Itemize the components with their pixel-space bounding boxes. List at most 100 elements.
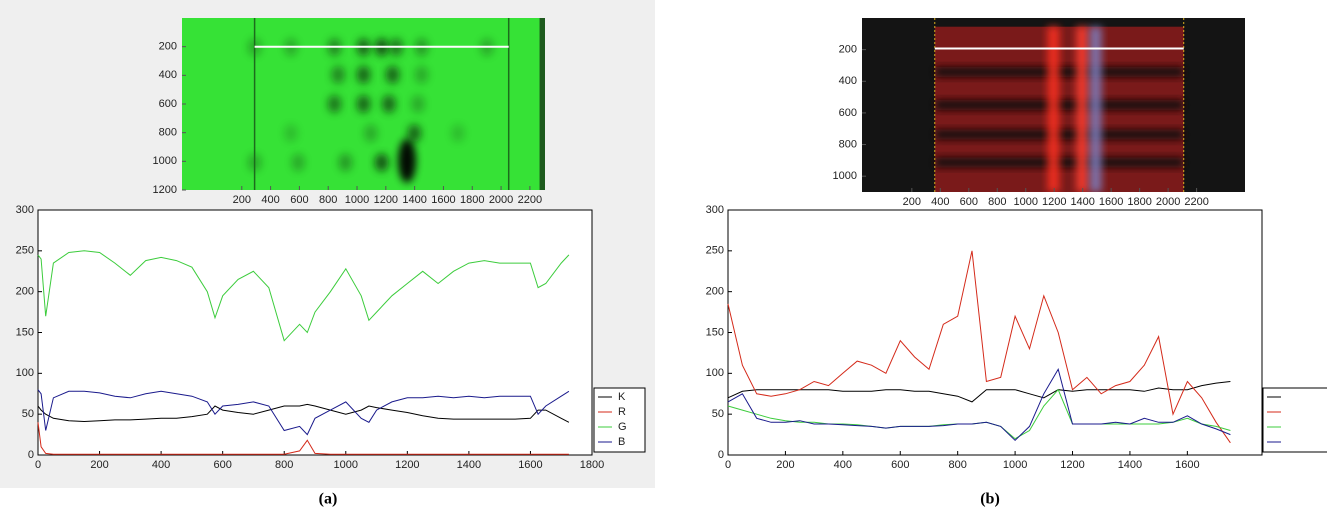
band: [411, 95, 425, 113]
y-tick-label: 50: [712, 408, 724, 420]
x-tick-label: 1600: [1099, 196, 1123, 208]
band: [1048, 27, 1060, 192]
x-tick-label: 200: [233, 194, 251, 206]
y-tick-label: 400: [839, 75, 857, 87]
y-tick-label: 150: [16, 326, 34, 338]
y-tick-label: 50: [22, 408, 34, 420]
band: [331, 66, 345, 84]
x-tick-label: 2000: [1156, 196, 1180, 208]
band: [382, 95, 396, 113]
caption: (a): [319, 491, 338, 508]
band: [357, 95, 371, 113]
legend-label: G: [618, 421, 627, 433]
y-tick-label: 1200: [153, 184, 177, 196]
x-tick-label: 600: [213, 459, 231, 471]
x-tick-label: 1800: [1127, 196, 1151, 208]
band: [375, 153, 389, 171]
x-tick-label: 1000: [1013, 196, 1037, 208]
y-tick-label: 200: [159, 41, 177, 53]
y-tick-label: 150: [706, 326, 724, 338]
band: [386, 66, 400, 84]
y-tick-label: 0: [718, 449, 724, 461]
band: [291, 153, 305, 171]
y-tick-label: 1000: [833, 170, 857, 182]
y-tick-label: 800: [159, 127, 177, 139]
y-tick-label: 0: [28, 449, 34, 461]
x-tick-label: 800: [319, 194, 337, 206]
x-tick-label: 800: [948, 459, 966, 471]
x-tick-label: 1400: [457, 459, 481, 471]
y-tick-label: 200: [16, 286, 34, 298]
image-content: [862, 18, 1245, 192]
x-tick-label: 400: [931, 196, 949, 208]
image-content: [182, 18, 545, 190]
x-tick-label: 1800: [460, 194, 484, 206]
band: [451, 124, 465, 142]
image-axes: 200 400 600 800 1000 200 400 600 800 1000 1200 1400…: [833, 18, 1245, 208]
line-chart: 0 50 100 150 200 250 300 0 200 400 600 800 1000 1200 1…: [706, 204, 1327, 508]
y-tick-label: 250: [16, 245, 34, 257]
x-tick-label: 200: [776, 459, 794, 471]
x-tick-label: 400: [261, 194, 279, 206]
y-tick-label: 300: [16, 204, 34, 216]
y-tick-label: 200: [839, 44, 857, 56]
x-tick-label: 600: [290, 194, 308, 206]
x-tick-label: 200: [90, 459, 108, 471]
figure: 2004006008001000120020040060080010001200…: [0, 0, 1327, 517]
x-tick-label: 1400: [1070, 196, 1094, 208]
band: [327, 95, 341, 113]
legend-label: R: [618, 406, 626, 418]
x-tick-label: 2200: [1184, 196, 1208, 208]
y-tick-label: 250: [706, 245, 724, 257]
y-tick-label: 600: [159, 98, 177, 110]
x-tick-label: 1000: [345, 194, 369, 206]
x-tick-label: 1400: [402, 194, 426, 206]
x-tick-label: 600: [960, 196, 978, 208]
band: [398, 139, 416, 183]
image-edge: [540, 18, 545, 190]
x-tick-label: 2000: [489, 194, 513, 206]
band: [364, 124, 378, 142]
x-tick-label: 1400: [1118, 459, 1142, 471]
x-tick-label: 800: [988, 196, 1006, 208]
y-tick-label: 400: [159, 69, 177, 81]
x-tick-label: 0: [725, 459, 731, 471]
legend-label: B: [618, 436, 625, 448]
x-tick-label: 1200: [374, 194, 398, 206]
x-tick-label: 800: [275, 459, 293, 471]
x-tick-label: 1000: [334, 459, 358, 471]
band: [415, 66, 429, 84]
x-tick-label: 1200: [395, 459, 419, 471]
x-tick-label: 0: [35, 459, 41, 471]
x-tick-label: 200: [903, 196, 921, 208]
x-tick-label: 2200: [518, 194, 542, 206]
legend: [1263, 388, 1327, 452]
legend-label: K: [618, 391, 626, 403]
y-tick-label: 200: [706, 286, 724, 298]
x-tick-label: 1800: [580, 459, 604, 471]
band: [1090, 27, 1102, 192]
x-tick-label: 1000: [1003, 459, 1027, 471]
band: [284, 124, 298, 142]
y-tick-label: 300: [706, 204, 724, 216]
y-tick-label: 1000: [153, 155, 177, 167]
x-tick-label: 1600: [518, 459, 542, 471]
caption: (b): [980, 491, 1000, 508]
x-tick-label: 1600: [1175, 459, 1199, 471]
x-tick-label: 1600: [431, 194, 455, 206]
image-axes: 200 400 600 800 1000 1200 200 400 600 800 1000 1200…: [153, 18, 545, 206]
band: [357, 66, 371, 84]
y-tick-label: 800: [839, 138, 857, 150]
band: [1076, 27, 1088, 192]
x-tick-label: 1200: [1060, 459, 1084, 471]
y-tick-label: 600: [839, 107, 857, 119]
x-tick-label: 400: [152, 459, 170, 471]
y-tick-label: 100: [706, 367, 724, 379]
band: [338, 153, 352, 171]
x-tick-label: 400: [834, 459, 852, 471]
x-tick-label: 1200: [1042, 196, 1066, 208]
x-tick-label: 600: [891, 459, 909, 471]
y-tick-label: 100: [16, 367, 34, 379]
